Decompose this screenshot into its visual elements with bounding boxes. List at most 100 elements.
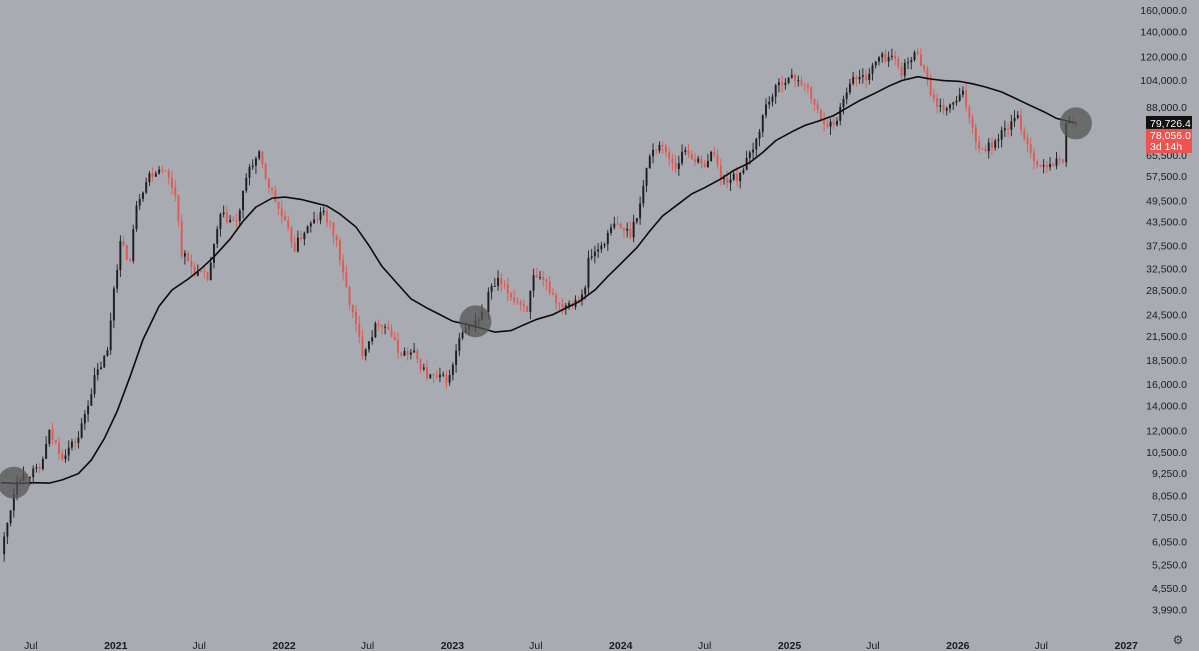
candle-up (874, 61, 877, 69)
y-tick-label: 6,050.0 (1152, 537, 1187, 549)
candle-down (74, 437, 77, 451)
candle-up (1016, 111, 1019, 120)
candle-down (377, 319, 380, 332)
y-tick-label: 9,250.0 (1152, 468, 1187, 480)
candle-up (684, 146, 687, 156)
candle-up (103, 354, 106, 368)
y-tick-label: 21,500.0 (1146, 331, 1187, 343)
candle-up (135, 201, 138, 232)
candle-up (861, 68, 864, 84)
candle-up (626, 222, 629, 238)
candle-up (632, 214, 635, 243)
y-tick-label: 104,000.0 (1140, 75, 1187, 87)
candle-down (332, 222, 335, 244)
candle-down (1032, 147, 1035, 170)
candle-up (116, 264, 119, 293)
y-tick-label: 18,500.0 (1146, 355, 1187, 367)
candle-down (177, 194, 180, 227)
candle-down (122, 235, 125, 247)
candle-down (235, 213, 238, 228)
y-tick-label: 160,000.0 (1140, 5, 1187, 17)
y-tick-label: 10,500.0 (1146, 447, 1187, 459)
settings-gear-icon[interactable]: ⚙ (1172, 633, 1184, 647)
candle-down (161, 165, 164, 174)
candle-down (1039, 164, 1042, 168)
candle-up (706, 153, 709, 168)
candle-down (1052, 162, 1055, 168)
candle-down (355, 305, 357, 333)
candle-up (539, 270, 541, 281)
candle-down (1029, 137, 1032, 158)
candle-up (732, 171, 735, 182)
candle-down (1023, 126, 1026, 141)
candle-up (1013, 110, 1016, 128)
candle-up (364, 348, 367, 361)
candle-up (681, 144, 684, 166)
candle-up (41, 456, 44, 471)
candle-up (422, 363, 425, 372)
candle-up (455, 344, 458, 373)
y-tick-label: 140,000.0 (1140, 27, 1187, 39)
candle-up (697, 155, 700, 164)
candle-up (903, 59, 906, 79)
candle-up (93, 367, 96, 398)
candle-down (435, 370, 438, 380)
candle-up (639, 196, 642, 225)
candle-up (322, 206, 325, 216)
candle-down (445, 370, 448, 389)
candle-up (96, 362, 99, 381)
candle-up (890, 48, 893, 61)
candle-down (800, 76, 803, 87)
moving-average-layer (0, 75, 1077, 485)
candle-down (855, 74, 858, 87)
candle-down (929, 73, 932, 97)
x-axis[interactable]: Jul 2021 Jul 2022 Jul 2023 Jul 2024 Jul 2025 Jul 20… (24, 640, 1138, 651)
candle-up (374, 321, 377, 338)
candle-up (80, 418, 83, 440)
candle-down (271, 187, 274, 196)
candle-up (868, 68, 871, 85)
highlight-circle (1059, 107, 1092, 140)
candle-down (535, 267, 538, 279)
candle-up (451, 362, 454, 381)
candle-down (965, 83, 968, 111)
candle-down (1058, 155, 1061, 165)
candle-down (545, 277, 548, 291)
x-tick-label: Jul (529, 640, 542, 651)
candle-down (900, 62, 903, 79)
candle-down (703, 160, 706, 168)
candle-up (403, 347, 406, 357)
y-tick-label: 14,000.0 (1146, 400, 1187, 412)
y-axis[interactable]: 160,000.0 140,000.0 120,000.0 104,000.0 88,0… (1140, 5, 1187, 616)
candle-up (597, 243, 600, 258)
candle-up (852, 71, 855, 86)
ma-price-label-bg (1146, 115, 1192, 129)
candle-down (274, 185, 277, 203)
candle-up (409, 348, 412, 360)
candle-up (448, 369, 451, 386)
candle-up (32, 465, 35, 484)
candle-down (129, 257, 132, 262)
candle-up (581, 289, 583, 306)
candle-up (29, 476, 31, 486)
candle-down (832, 114, 835, 130)
candle-up (839, 102, 842, 126)
candle-down (171, 171, 173, 195)
candle-down (519, 299, 522, 311)
candle-down (894, 50, 897, 66)
y-tick-label: 49,500.0 (1146, 195, 1187, 207)
candle-up (497, 270, 500, 291)
candle-down (1026, 133, 1029, 152)
candle-up (148, 170, 151, 187)
candle-up (303, 231, 306, 246)
candle-up (493, 278, 496, 287)
x-tick-label: 2027 (1114, 640, 1138, 651)
candle-down (432, 373, 435, 383)
last-price-label-bg (1146, 128, 1192, 153)
candle-down (548, 276, 551, 295)
candle-down (329, 220, 332, 229)
candle-up (765, 98, 767, 119)
